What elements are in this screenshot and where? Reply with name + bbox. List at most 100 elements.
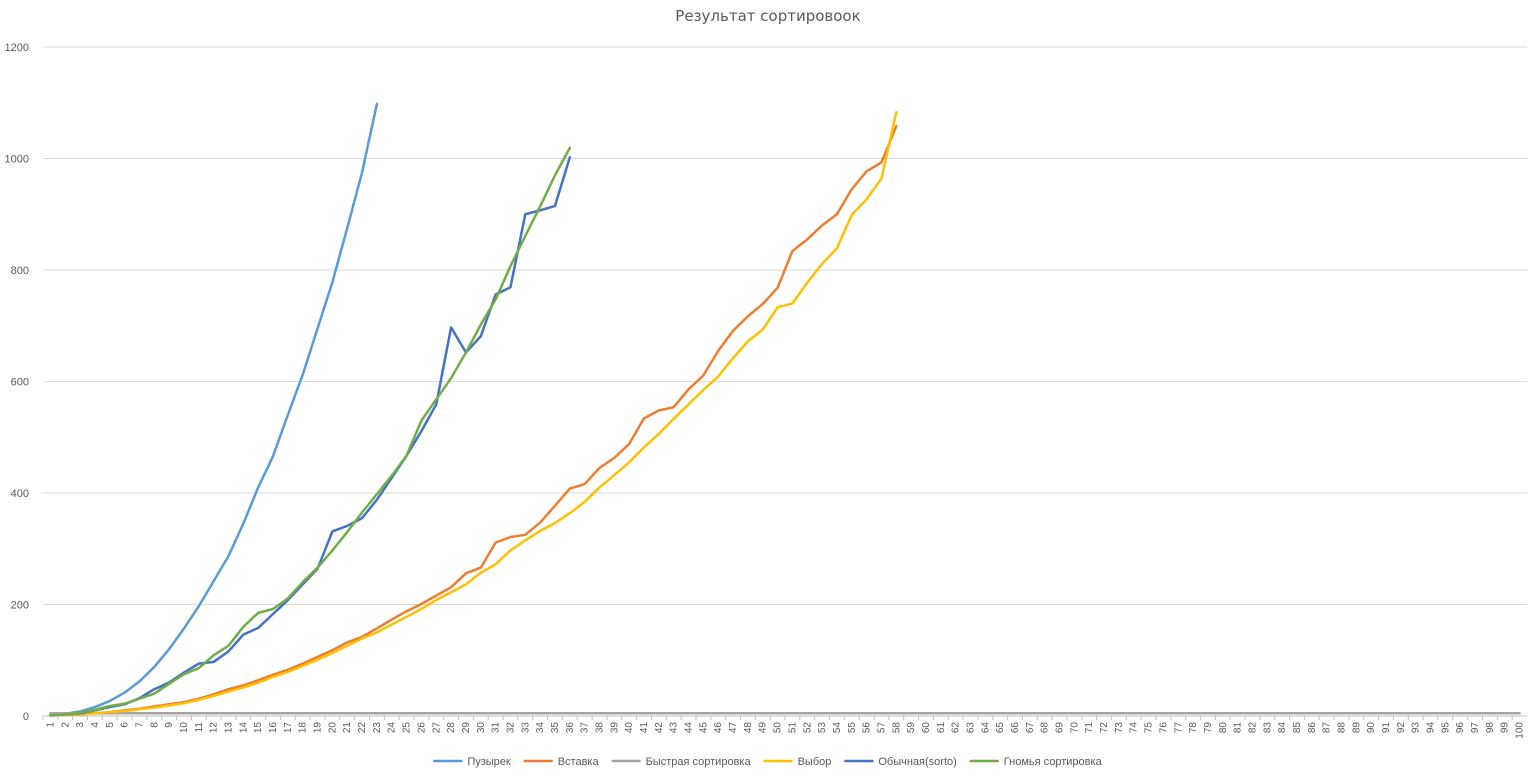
x-tick-label: 26 xyxy=(416,722,427,734)
x-tick-label: 93 xyxy=(1411,722,1422,734)
x-tick-label: 2 xyxy=(60,722,71,728)
x-tick-label: 44 xyxy=(684,722,695,734)
x-tick-label: 97 xyxy=(1470,722,1481,734)
x-tick-label: 98 xyxy=(1485,722,1496,734)
x-tick-label: 68 xyxy=(1040,722,1051,734)
chart-title: Результат сортировоок xyxy=(675,7,861,25)
x-tick-label: 11 xyxy=(194,722,205,733)
x-tick-label: 34 xyxy=(535,722,546,734)
x-tick-label: 16 xyxy=(268,722,279,734)
y-tick-label: 1000 xyxy=(5,154,29,166)
x-tick-label: 78 xyxy=(1188,722,1199,734)
x-tick-label: 31 xyxy=(491,722,502,734)
x-tick-label: 8 xyxy=(149,722,160,728)
legend-label-1: Пузырек xyxy=(467,756,511,768)
x-tick-label: 67 xyxy=(1025,722,1036,734)
x-tick-label: 81 xyxy=(1233,722,1244,734)
x-tick-label: 35 xyxy=(550,722,561,734)
x-tick-label: 46 xyxy=(713,722,724,734)
x-tick-label: 47 xyxy=(728,722,739,734)
x-tick-label: 57 xyxy=(876,722,887,734)
y-tick-label: 800 xyxy=(11,265,29,277)
series-line-2 xyxy=(49,124,898,717)
x-tick-label: 42 xyxy=(654,722,665,734)
y-tick-label: 600 xyxy=(11,377,29,389)
x-tick-label: 41 xyxy=(639,722,650,734)
legend-label-4: Выбор xyxy=(798,756,832,768)
x-tick-label: 71 xyxy=(1084,722,1095,734)
x-tick-label: 43 xyxy=(669,722,680,734)
x-tick-label: 83 xyxy=(1262,722,1273,734)
x-tick-label: 59 xyxy=(906,722,917,734)
x-tick-label: 95 xyxy=(1440,722,1451,734)
x-tick-label: 27 xyxy=(431,722,442,734)
x-tick-label: 13 xyxy=(224,722,235,734)
x-tick-label: 72 xyxy=(1099,722,1110,734)
series-line-1 xyxy=(49,102,379,717)
x-tick-label: 25 xyxy=(402,722,413,734)
x-tick-label: 20 xyxy=(327,722,338,734)
legend-label-3: Быстрая сортировка xyxy=(646,756,752,768)
x-tick-label: 36 xyxy=(565,722,576,734)
x-tick-label: 91 xyxy=(1381,722,1392,734)
x-tick-label: 49 xyxy=(758,722,769,734)
series-line-6 xyxy=(49,146,572,717)
x-tick-label: 37 xyxy=(580,722,591,734)
x-tick-label: 40 xyxy=(624,722,635,734)
x-tick-label: 77 xyxy=(1173,722,1184,734)
x-tick-label: 7 xyxy=(134,722,145,728)
x-tick-label: 53 xyxy=(817,722,828,734)
series-line-5 xyxy=(49,156,572,717)
x-tick-label: 76 xyxy=(1158,722,1169,734)
series-line-4 xyxy=(49,110,898,717)
x-tick-label: 87 xyxy=(1322,722,1333,734)
x-tick-label: 10 xyxy=(179,722,190,734)
x-tick-label: 52 xyxy=(802,722,813,734)
x-tick-label: 18 xyxy=(298,722,309,734)
x-tick-label: 73 xyxy=(1114,722,1125,734)
x-tick-label: 88 xyxy=(1337,722,1348,734)
y-tick-label: 400 xyxy=(11,488,29,500)
x-tick-label: 39 xyxy=(609,722,620,734)
x-tick-label: 50 xyxy=(773,722,784,734)
x-tick-label: 58 xyxy=(891,722,902,734)
x-tick-label: 6 xyxy=(120,722,131,728)
x-tick-label: 32 xyxy=(505,722,516,734)
x-tick-label: 70 xyxy=(1069,722,1080,734)
legend: Пузырек Вставка Быстрая сортировка Выбор Обы… xyxy=(433,756,1103,768)
x-tick-label: 51 xyxy=(787,722,798,734)
legend-label-2: Вставка xyxy=(558,756,600,768)
x-tick-label: 5 xyxy=(105,722,116,728)
x-tick-label: 24 xyxy=(387,722,398,734)
x-tick-label: 14 xyxy=(238,722,249,734)
x-tick-label: 80 xyxy=(1218,722,1229,734)
y-tick-label: 200 xyxy=(11,600,29,612)
y-tick-label: 1200 xyxy=(5,42,29,54)
y-tick-label: 0 xyxy=(23,711,29,723)
x-tick-label: 75 xyxy=(1144,722,1155,734)
x-tick-label: 15 xyxy=(253,722,264,734)
legend-label-6: Гномья сортировка xyxy=(1004,756,1103,768)
x-tick-label: 19 xyxy=(313,722,324,734)
x-tick-label: 55 xyxy=(847,722,858,734)
x-tick-label: 22 xyxy=(357,722,368,734)
x-tick-label: 3 xyxy=(75,722,86,728)
x-tick-label: 94 xyxy=(1426,722,1437,734)
x-tick-label: 1 xyxy=(45,722,56,728)
x-tick-label: 63 xyxy=(966,722,977,734)
x-tick-label: 66 xyxy=(1010,722,1021,734)
x-tick-label: 45 xyxy=(698,722,709,734)
x-tick-label: 92 xyxy=(1396,722,1407,734)
x-tick-label: 90 xyxy=(1366,722,1377,734)
x-tick-label: 29 xyxy=(461,722,472,734)
x-tick-label: 4 xyxy=(90,722,101,728)
x-tick-label: 89 xyxy=(1351,722,1362,734)
x-tick-label: 21 xyxy=(342,722,353,734)
x-tick-label: 74 xyxy=(1129,722,1140,734)
x-tick-label: 64 xyxy=(980,722,991,734)
legend-label-5: Обычная(sorto) xyxy=(878,756,956,768)
x-tick-label: 28 xyxy=(446,722,457,734)
x-tick-label: 100 xyxy=(1515,722,1526,739)
